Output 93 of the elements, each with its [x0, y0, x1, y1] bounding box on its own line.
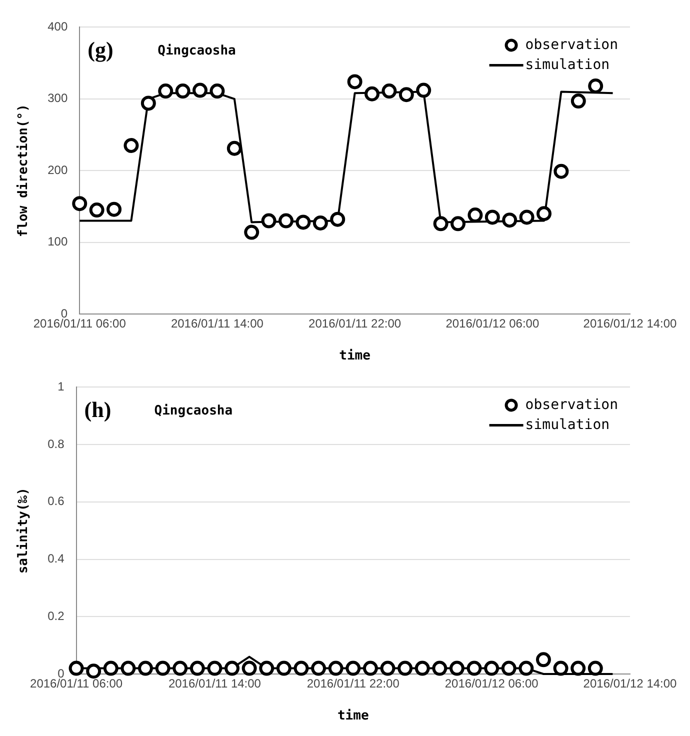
point [449, 660, 464, 676]
point [296, 214, 311, 230]
point [192, 82, 208, 98]
point [224, 660, 240, 676]
point [278, 213, 294, 228]
legend-label: observation [525, 36, 618, 53]
x-tick-label: 2016/01/11 06:00 [33, 316, 126, 331]
x-tick-label: 2016/01/11 22:00 [308, 316, 402, 331]
point [68, 660, 84, 676]
annotation: (h) [84, 396, 112, 422]
x-tick-label: 2016/01/11 14:00 [168, 676, 262, 691]
point [450, 216, 466, 232]
y-axis-title: flow direction(°) [16, 104, 32, 238]
x-tick-label: 2016/01/12 14:00 [583, 316, 678, 331]
point [259, 660, 274, 676]
point [484, 660, 500, 676]
legend-label: simulation [525, 416, 610, 433]
point [207, 660, 222, 676]
point [311, 660, 326, 676]
point [553, 660, 568, 676]
point [502, 212, 518, 228]
y-tick-label: 400 [48, 20, 68, 34]
y-tick-label: 300 [48, 91, 68, 106]
y-tick-label: 0.4 [48, 552, 65, 566]
point [570, 660, 586, 676]
point [261, 213, 276, 228]
point [414, 660, 430, 676]
point [518, 660, 534, 676]
point [172, 660, 188, 676]
point [398, 87, 414, 102]
legend-label: simulation [525, 56, 610, 73]
x-tick-label: 2016/01/11 06:00 [30, 676, 123, 691]
point [554, 164, 569, 179]
point [72, 196, 88, 212]
point [484, 210, 500, 225]
point [416, 82, 432, 98]
point [466, 660, 482, 676]
point [364, 86, 380, 102]
point [190, 660, 205, 676]
point [330, 212, 346, 227]
y-tick-label: 1 [58, 380, 65, 394]
point [536, 206, 552, 222]
y-tick-label: 0.8 [48, 436, 65, 451]
point [432, 660, 448, 676]
point [588, 660, 603, 676]
legend-label: observation [525, 396, 618, 413]
point [175, 84, 190, 99]
point [382, 84, 397, 99]
point [89, 202, 104, 218]
point [276, 660, 292, 676]
point [103, 660, 118, 676]
point [398, 660, 413, 676]
point [294, 660, 309, 676]
point [140, 96, 156, 111]
x-tick-label: 2016/01/12 06:00 [446, 316, 540, 331]
point [86, 664, 102, 679]
point [519, 210, 534, 225]
point [244, 224, 260, 240]
y-tick-label: 100 [48, 234, 68, 249]
point [570, 94, 586, 109]
point [536, 652, 551, 668]
point [328, 660, 344, 676]
point [124, 138, 139, 154]
point [588, 78, 604, 94]
point [138, 660, 153, 676]
x-tick-label: 2016/01/12 14:00 [583, 676, 678, 691]
point [346, 660, 361, 676]
point [362, 660, 378, 676]
y-tick-label: 200 [48, 162, 68, 177]
y-tick-label: 0.2 [48, 608, 65, 623]
point [501, 660, 516, 676]
point [106, 202, 122, 217]
point [242, 660, 257, 676]
x-axis-title: time [337, 708, 369, 724]
annotation: Qingcaosha [154, 404, 233, 419]
point [433, 216, 448, 232]
point [380, 660, 396, 676]
point [120, 660, 136, 676]
y-axis-title: salinity(‰) [16, 488, 32, 574]
point [312, 215, 328, 230]
point [226, 140, 242, 156]
x-tick-label: 2016/01/11 22:00 [306, 676, 400, 691]
y-tick-label: 0.6 [48, 494, 65, 508]
point [155, 660, 170, 676]
annotation: (g) [88, 36, 114, 62]
point [158, 84, 174, 99]
point [468, 208, 483, 223]
point [210, 84, 225, 99]
point [347, 74, 362, 90]
x-tick-label: 2016/01/12 06:00 [444, 676, 539, 691]
x-axis-title: time [339, 348, 371, 364]
x-tick-label: 2016/01/11 14:00 [170, 316, 264, 331]
annotation: Qingcaosha [158, 44, 236, 59]
